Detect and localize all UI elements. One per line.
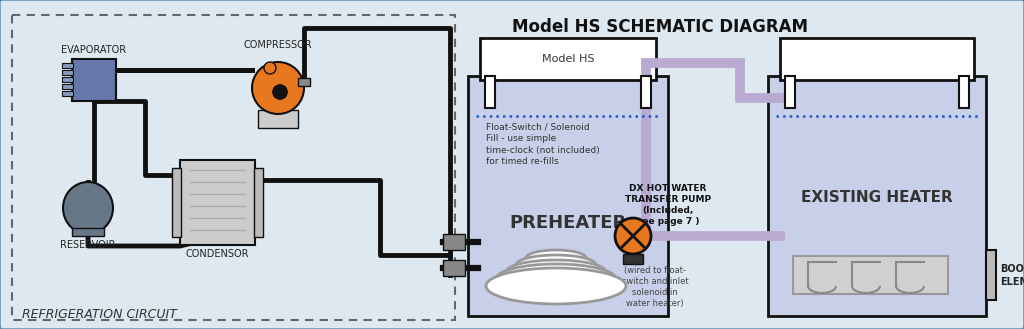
Bar <box>72 228 104 236</box>
Bar <box>258 110 298 128</box>
Ellipse shape <box>63 182 113 234</box>
Ellipse shape <box>496 264 616 294</box>
Text: Float-Switch / Solenoid
Fill - use simple
time-clock (not included)
for timed re: Float-Switch / Solenoid Fill - use simpl… <box>486 122 600 166</box>
Bar <box>986 250 996 300</box>
Circle shape <box>273 85 287 99</box>
Bar <box>780 38 974 80</box>
Bar <box>62 77 73 82</box>
Bar <box>641 76 651 108</box>
Bar <box>172 168 181 237</box>
Ellipse shape <box>526 250 586 266</box>
Bar <box>72 59 116 101</box>
Bar <box>443 234 465 250</box>
Bar <box>180 160 255 245</box>
Text: REFRIGERATION CIRCUIT: REFRIGERATION CIRCUIT <box>22 308 177 321</box>
Bar <box>443 260 465 276</box>
Bar <box>959 76 969 108</box>
Text: (wired to float-
switch and inlet
solenoid in
water heater): (wired to float- switch and inlet soleno… <box>622 266 688 308</box>
Text: COMPRESSOR: COMPRESSOR <box>244 40 312 50</box>
Circle shape <box>264 62 276 74</box>
Bar <box>468 76 668 316</box>
Bar <box>12 15 455 320</box>
Text: EVAPORATOR: EVAPORATOR <box>61 45 127 55</box>
Text: DX HOT WATER
TRANSFER PUMP
(Included,
see page 7 ): DX HOT WATER TRANSFER PUMP (Included, se… <box>625 184 711 226</box>
Text: CONDENSOR: CONDENSOR <box>185 249 249 259</box>
Text: Model HS: Model HS <box>542 54 594 64</box>
Bar <box>62 91 73 96</box>
Circle shape <box>615 218 651 254</box>
Text: EXISTING HEATER: EXISTING HEATER <box>801 190 953 206</box>
Ellipse shape <box>486 268 626 304</box>
Text: RESERVOIR: RESERVOIR <box>60 240 116 250</box>
Bar <box>485 76 495 108</box>
Text: Model HS SCHEMATIC DIAGRAM: Model HS SCHEMATIC DIAGRAM <box>512 18 808 36</box>
Text: BOOSTER
ELEMENT: BOOSTER ELEMENT <box>1000 264 1024 287</box>
Circle shape <box>252 62 304 114</box>
Bar <box>62 84 73 89</box>
Bar <box>62 70 73 75</box>
Ellipse shape <box>516 255 596 275</box>
Bar <box>793 256 948 294</box>
Bar <box>62 63 73 68</box>
Ellipse shape <box>506 260 606 284</box>
Bar <box>785 76 795 108</box>
Text: PREHEATER: PREHEATER <box>509 214 627 232</box>
Bar <box>480 38 656 80</box>
Bar <box>623 254 643 264</box>
Bar <box>768 76 986 316</box>
Bar <box>254 168 263 237</box>
Bar <box>298 78 310 86</box>
